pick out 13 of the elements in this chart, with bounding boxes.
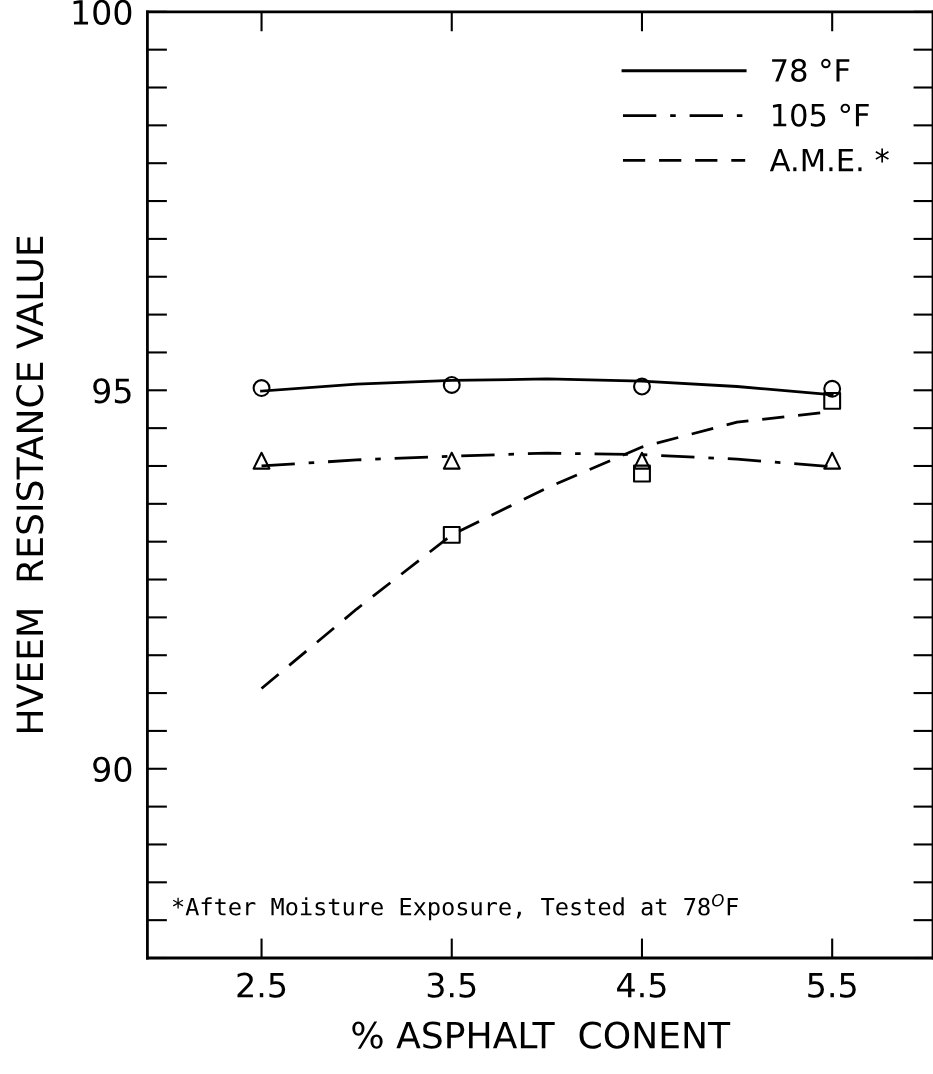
x-tick-label: 2.5 bbox=[237, 972, 286, 998]
annotation: *After Moisture Exposure, Tested at 78$^{O}$F bbox=[172, 893, 738, 921]
y-axis-title: HVEEM RESISTANCE VALUE bbox=[16, 236, 44, 732]
legend-label: 105 °F bbox=[772, 103, 869, 127]
x-tick-label: 4.5 bbox=[617, 972, 666, 998]
x-axis-title: % ASPHALT CONENT bbox=[352, 1021, 731, 1049]
y-tick-label: 90 bbox=[93, 756, 132, 782]
y-tick-label: 95 bbox=[93, 378, 131, 404]
x-tick-label: 5.5 bbox=[808, 972, 856, 998]
x-tick-label: 3.5 bbox=[427, 972, 476, 998]
y-tick-label: 100 bbox=[73, 0, 132, 25]
legend-label: 78 °F bbox=[772, 58, 850, 82]
legend-label: A.M.E. * bbox=[769, 148, 889, 172]
